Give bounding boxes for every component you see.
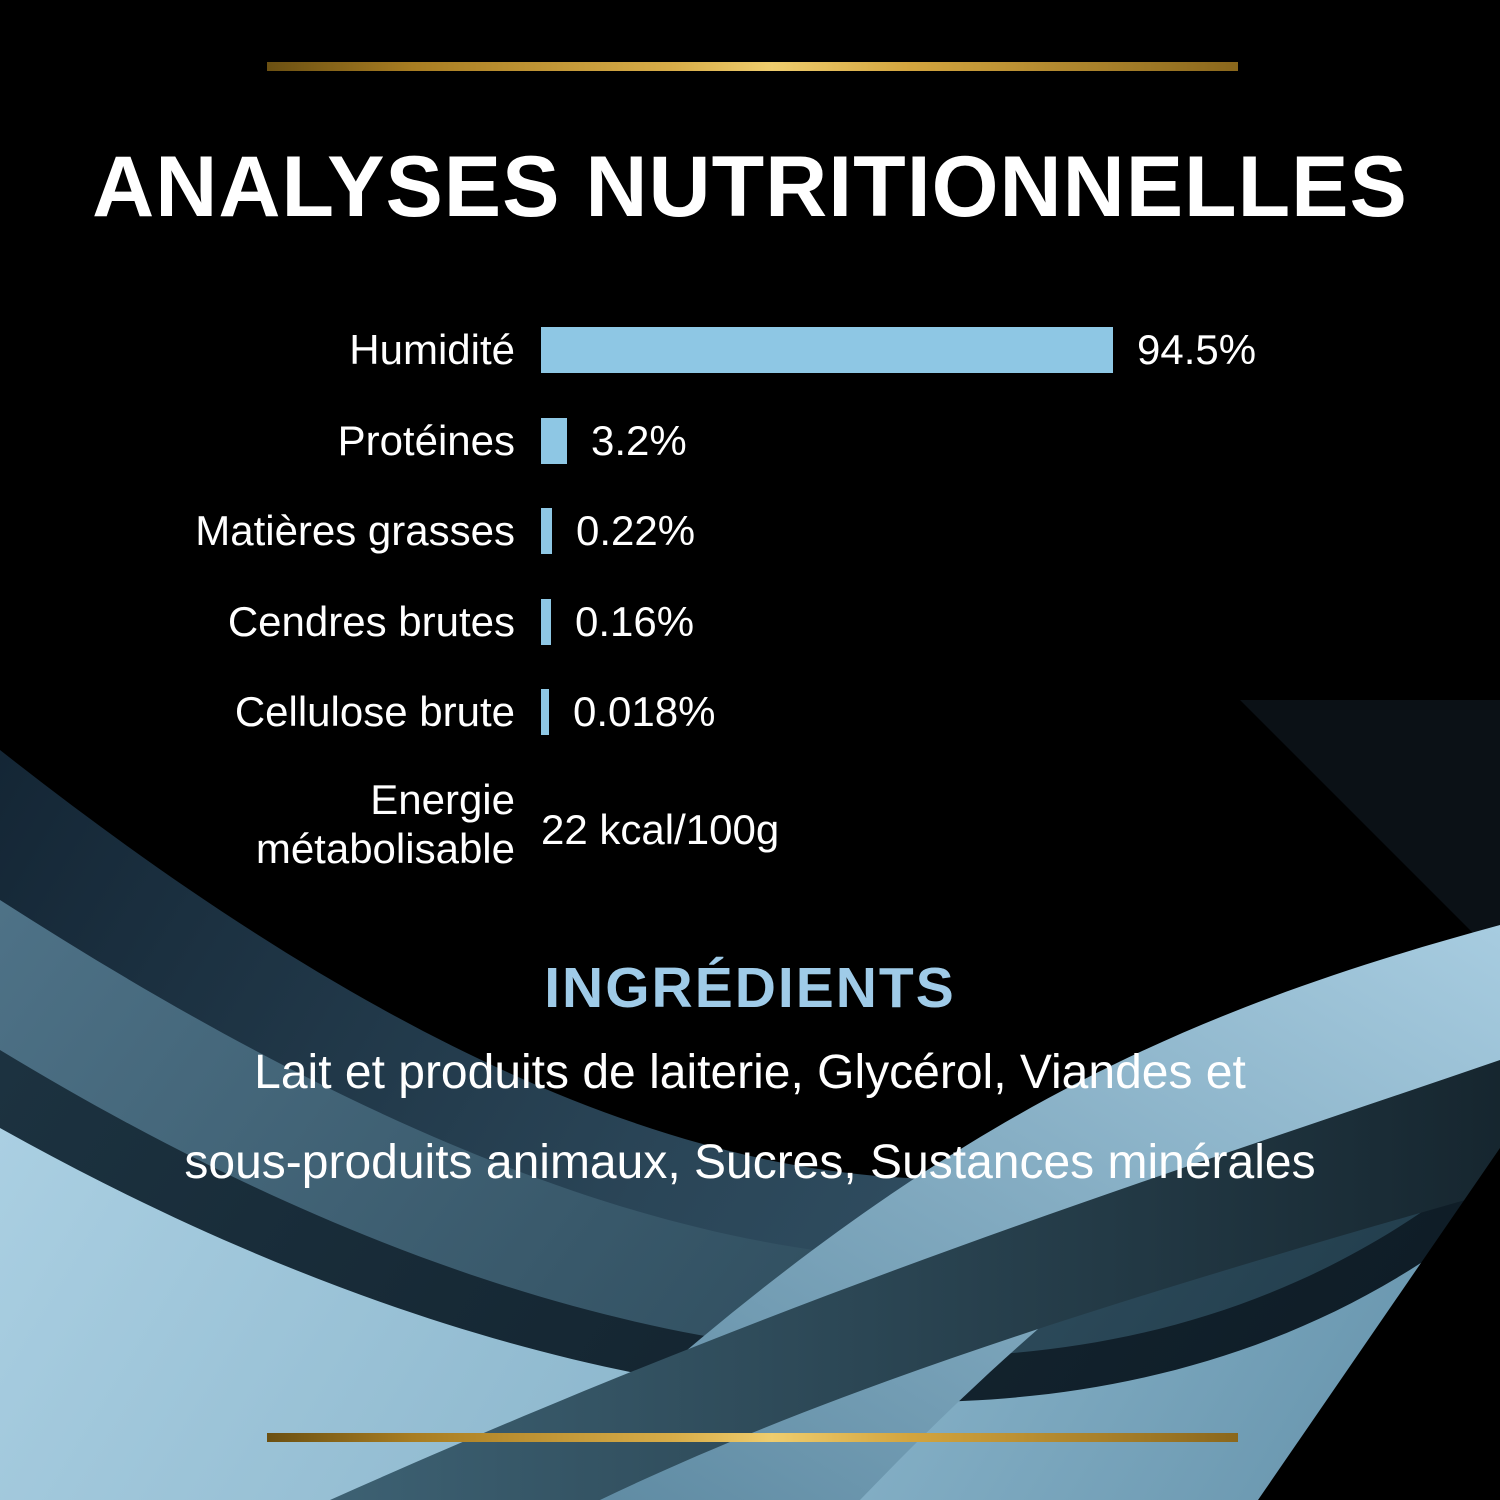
row-value: 0.16% — [575, 597, 695, 645]
energy-value: 22 kcal/100g — [541, 806, 780, 853]
chart-row: Protéines 3.2% — [0, 396, 1500, 487]
row-label: Cellulose brute — [234, 688, 515, 736]
chart-row: Matières grasses 0.22% — [0, 486, 1500, 577]
chart-row: Cellulose brute 0.018% — [0, 667, 1500, 758]
page-title: ANALYSES NUTRITIONNELLES — [92, 139, 1408, 235]
energy-label-line2: métabolisable — [255, 825, 515, 872]
ribbon-faint-wedge — [1240, 700, 1500, 960]
row-value: 0.018% — [573, 688, 716, 736]
bottom-gold-divider — [267, 1433, 1238, 1442]
nutrition-chart: Humidité 94.5% Protéines 3.2% Matières grass… — [0, 305, 1500, 758]
energy-label-line1: Energie — [370, 776, 515, 823]
ingredients-line: sous-produits animaux, Sucres, Sustances… — [184, 1136, 1316, 1189]
ingredients-text: Lait et produits de laiterie, Glycérol, … — [0, 1028, 1500, 1208]
row-value: 0.22% — [576, 507, 696, 555]
row-label: Matières grasses — [195, 507, 515, 555]
row-label: Protéines — [337, 416, 515, 464]
bar — [541, 417, 567, 464]
energy-label: Energie métabolisable — [0, 775, 515, 873]
row-value: 94.5% — [1137, 326, 1257, 374]
ingredients-heading: INGRÉDIENTS — [544, 956, 956, 1020]
energy-row: Energie métabolisable 22 kcal/100g — [0, 765, 1500, 895]
black-corner — [1258, 1148, 1500, 1500]
chart-row: Humidité 94.5% — [0, 305, 1500, 396]
top-gold-divider — [267, 62, 1238, 71]
bar — [541, 598, 551, 645]
bar — [541, 327, 1113, 374]
ingredients-line: Lait et produits de laiterie, Glycérol, … — [254, 1046, 1246, 1099]
ribbon-band-dark-cross — [330, 1060, 1500, 1500]
row-value: 3.2% — [591, 416, 687, 464]
bar — [541, 508, 552, 555]
bar — [541, 689, 549, 736]
row-label: Humidité — [349, 326, 515, 374]
ribbon-band-light — [0, 1128, 1500, 1500]
chart-row: Cendres brutes 0.16% — [0, 577, 1500, 668]
row-label: Cendres brutes — [227, 597, 515, 645]
